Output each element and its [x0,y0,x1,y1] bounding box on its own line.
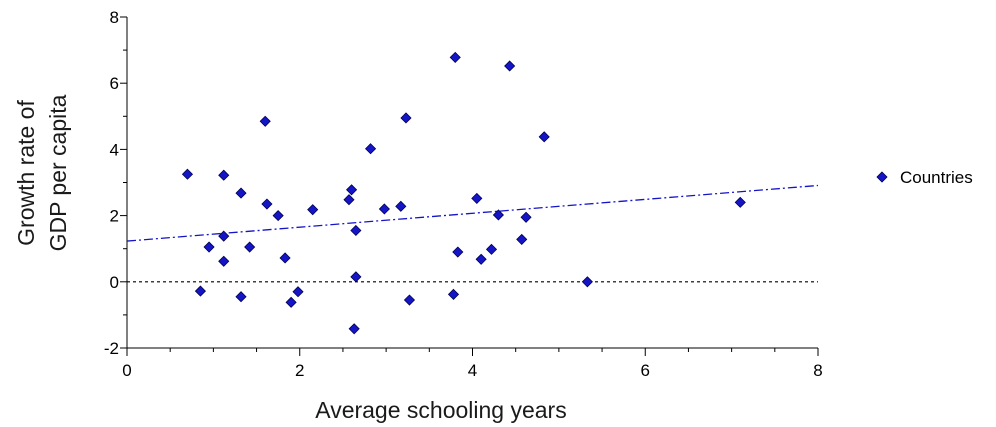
data-point [346,184,358,196]
data-point [734,196,746,208]
data-point [516,233,528,245]
data-point [520,211,532,223]
axes [126,17,818,349]
data-point [272,210,284,222]
data-point [218,169,230,181]
data-point [235,291,247,303]
data-point [475,253,487,265]
data-point [181,168,194,180]
x-tick-label: 8 [813,361,822,380]
data-point [218,230,230,242]
data-point [259,115,271,127]
y-tick-label: 8 [110,8,119,27]
data-point [261,198,273,210]
data-point [365,143,377,155]
data-point [378,203,390,215]
data-point [285,296,297,308]
data-point [348,323,360,335]
x-axis-ticks: 0 2 4 6 8 [122,348,823,380]
trend-line [126,184,819,242]
y-axis-ticks: -2 0 2 4 6 8 [104,8,127,358]
data-point [218,255,230,267]
data-point [279,252,291,264]
data-point [403,294,416,306]
data-point [244,241,256,253]
data-point [350,224,362,237]
y-tick-label: 0 [110,273,119,292]
legend: Countries [876,168,973,187]
data-points [181,51,746,335]
data-point [307,204,319,216]
data-point [538,131,550,143]
data-point [452,246,464,258]
data-point [581,276,593,288]
y-tick-label: 2 [110,207,119,226]
data-point [203,241,215,253]
data-point [504,60,516,72]
data-point [292,286,304,298]
x-tick-label: 0 [122,361,131,380]
x-tick-label: 4 [468,361,477,380]
data-point [400,112,412,124]
x-tick-label: 2 [295,361,304,380]
y-axis-title-line-2: GDP per capita [45,94,71,251]
x-tick-label: 6 [641,361,650,380]
data-point [235,187,247,199]
y-tick-label: -2 [104,339,119,358]
data-point [471,192,483,204]
data-point [447,288,460,300]
y-axis-title-line-1: Growth rate of [13,100,39,246]
y-tick-label: 6 [110,74,119,93]
data-point [449,51,461,63]
legend-label: Countries [900,168,973,187]
data-point [485,243,498,255]
data-point [343,194,355,206]
data-point [350,271,362,283]
x-axis-title: Average schooling years [315,397,566,423]
y-tick-label: 4 [110,140,119,159]
data-point [194,285,206,297]
data-point [395,200,407,212]
data-point [492,209,504,221]
legend-marker-diamond [876,171,888,183]
